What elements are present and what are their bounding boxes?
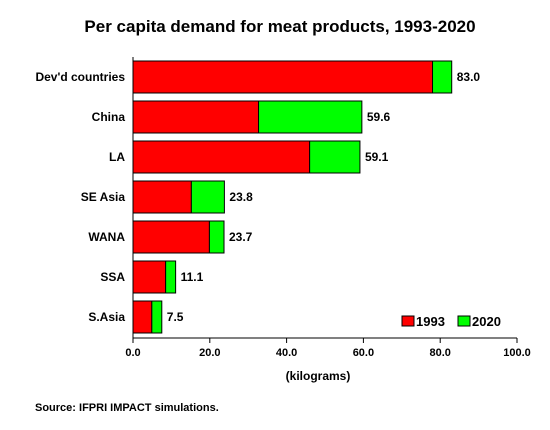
bar-2020-3: [190, 180, 225, 214]
total-value-label: 23.8: [229, 190, 253, 204]
total-value-label: 7.5: [167, 310, 184, 324]
bar-1993-6: [132, 300, 153, 334]
bar-1993-2: [132, 140, 311, 174]
total-value-label: 11.1: [181, 270, 204, 284]
category-label: SE Asia: [81, 190, 126, 204]
x-tick-label: 0.0: [125, 347, 140, 359]
bar-2020-5: [165, 260, 177, 294]
total-value-label: 59.1: [365, 150, 389, 164]
category-label: SSA: [100, 270, 125, 284]
x-axis-ticks: 0.0 20.0 40.0 60.0 80.0 100.0: [125, 338, 531, 359]
bar-2020-1: [258, 100, 363, 134]
x-axis-label: (kilograms): [286, 369, 351, 383]
category-label: WANA: [88, 230, 125, 244]
category-label: S.Asia: [88, 310, 125, 324]
x-tick-label: 60.0: [353, 347, 374, 359]
total-value-label: 23.7: [229, 230, 253, 244]
category-labels: Dev'd countries China LA SE Asia WANA SSA S.As…: [35, 70, 125, 324]
bars-layer: [132, 60, 453, 334]
bar-1993-3: [132, 180, 192, 214]
chart-title: Per capita demand for meat products, 199…: [84, 17, 475, 36]
bar-2020-2: [309, 140, 361, 174]
category-label: LA: [109, 150, 125, 164]
category-label: China: [92, 110, 126, 124]
total-value-label: 83.0: [457, 70, 481, 84]
legend-swatch-1993: [401, 315, 415, 327]
bar-2020-0: [432, 60, 453, 94]
legend-label-1993: 1993: [416, 314, 445, 329]
bar-1993-0: [132, 60, 434, 94]
bar-1993-1: [132, 100, 260, 134]
legend-label-2020: 2020: [472, 314, 501, 329]
x-tick-label: 20.0: [199, 347, 220, 359]
value-labels: 83.0 59.6 59.1 23.8 23.7 11.1 7.5: [167, 70, 481, 324]
legend-swatch-2020: [457, 315, 471, 327]
x-tick-label: 80.0: [429, 347, 450, 359]
source-note: Source: IFPRI IMPACT simulations.: [35, 402, 219, 414]
x-tick-label: 100.0: [503, 347, 531, 359]
bar-1993-4: [132, 220, 210, 254]
bar-2020-6: [151, 300, 163, 334]
x-tick-label: 40.0: [276, 347, 297, 359]
bar-2020-4: [208, 220, 225, 254]
bar-1993-5: [132, 260, 167, 294]
category-label: Dev'd countries: [35, 70, 125, 84]
total-value-label: 59.6: [367, 110, 391, 124]
legend: 1993 2020: [401, 314, 501, 329]
